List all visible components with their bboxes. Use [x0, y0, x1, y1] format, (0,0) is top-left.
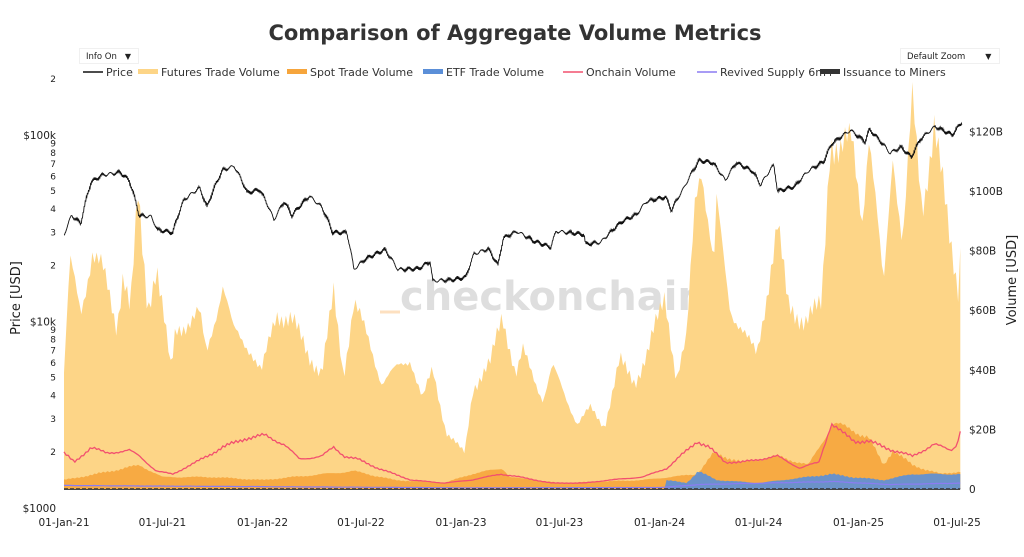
x-tick-label: 01-Jul-22: [337, 517, 385, 529]
series-etf-trade-volume-area: [64, 471, 961, 489]
info-dropdown[interactable]: Info On ▼: [79, 48, 139, 64]
x-tick-label: 01-Jul-21: [139, 517, 187, 529]
y-right-tick-label: $20B: [969, 424, 996, 436]
legend-swatch: [423, 69, 443, 74]
y-left-minor-tick-label: 2: [50, 75, 56, 85]
y-left-minor-tick-label: 3: [50, 415, 56, 425]
caret-down-icon: ▼: [985, 52, 992, 61]
y-left-tick-label: $1000: [23, 503, 56, 515]
caret-down-icon: ▼: [124, 52, 132, 61]
y-right-tick-label: $40B: [969, 365, 996, 377]
zoom-dropdown[interactable]: Default Zoom ▼: [900, 48, 1000, 64]
legend-item[interactable]: Spot Trade Volume: [287, 66, 413, 79]
legend-swatch: [287, 69, 307, 74]
x-tick-label: 01-Jan-25: [833, 517, 884, 529]
x-tick-label: 01-Jan-24: [634, 517, 685, 529]
y-left-minor-tick-label: 8: [50, 336, 56, 346]
legend: Price Futures Trade Volume Spot Trade Volu…: [83, 66, 946, 79]
x-tick-label: 01-Jul-25: [933, 517, 981, 529]
series-futures-trade-volume-area: [64, 82, 961, 489]
series-revived-supply-6m--line: [63, 480, 961, 489]
legend-item[interactable]: Price: [83, 66, 133, 79]
y-axis-left-label: Price [USD]: [9, 261, 24, 335]
y-left-tick-label: $100k: [23, 130, 57, 142]
legend-label: Onchain Volume: [586, 66, 676, 79]
y-right-tick-label: $80B: [969, 246, 996, 258]
legend-label: Spot Trade Volume: [310, 66, 413, 79]
y-left-minor-tick-label: 2: [50, 448, 56, 458]
y-left-minor-tick-label: 7: [50, 346, 56, 356]
x-tick-label: 01-Jan-22: [237, 517, 288, 529]
series-onchain-volume-line: [63, 422, 961, 484]
legend-label: Revived Supply 6m+: [720, 66, 835, 79]
zoom-dropdown-label: Default Zoom: [907, 52, 966, 62]
legend-label: Futures Trade Volume: [161, 66, 280, 79]
y-axis-right-label: Volume [USD]: [1005, 235, 1020, 325]
chart-title: Comparison of Aggregate Volume Metrics: [268, 21, 761, 45]
legend-swatch: [138, 69, 158, 74]
legend-label: Price: [106, 66, 133, 79]
y-left-minor-tick-label: 9: [50, 140, 56, 150]
legend-swatch: [820, 69, 840, 74]
y-left-minor-tick-label: 4: [50, 392, 56, 402]
y-left-minor-tick-label: 4: [50, 205, 56, 215]
y-left-tick-label: $10k: [30, 317, 57, 329]
y-left-minor-tick-label: 8: [50, 149, 56, 159]
y-right-tick-label: $60B: [969, 305, 996, 317]
y-left-minor-tick-label: 7: [50, 160, 56, 170]
y-right-tick-label: $120B: [969, 126, 1003, 138]
y-right-tick-label: 0: [969, 484, 976, 496]
x-tick-label: 01-Jan-23: [435, 517, 486, 529]
axes: $1000$10k$100k234567892345678920$20B$40B…: [23, 75, 1003, 529]
x-tick-label: 01-Jul-24: [735, 517, 783, 529]
legend-item[interactable]: Futures Trade Volume: [138, 66, 280, 79]
y-left-minor-tick-label: 6: [50, 359, 56, 369]
y-left-minor-tick-label: 9: [50, 326, 56, 336]
legend-item[interactable]: ETF Trade Volume: [423, 66, 544, 79]
legend-item[interactable]: Issuance to Miners: [820, 66, 946, 79]
y-left-minor-tick-label: 3: [50, 229, 56, 239]
y-left-minor-tick-label: 6: [50, 172, 56, 182]
series-price-line: [63, 121, 963, 284]
y-left-minor-tick-label: 5: [50, 187, 56, 197]
info-dropdown-label: Info On: [86, 52, 117, 62]
y-left-minor-tick-label: 5: [50, 374, 56, 384]
watermark: checkonchain: [400, 274, 706, 320]
legend-label: ETF Trade Volume: [446, 66, 544, 79]
series-spot-trade-volume-area: [64, 422, 961, 489]
x-tick-label: 01-Jan-21: [38, 517, 89, 529]
legend-item[interactable]: Onchain Volume: [563, 66, 676, 79]
x-tick-label: 01-Jul-23: [536, 517, 584, 529]
y-right-tick-label: $100B: [969, 186, 1003, 198]
legend-label: Issuance to Miners: [843, 66, 946, 79]
legend-item[interactable]: Revived Supply 6m+: [697, 66, 835, 79]
plot-area: [63, 82, 963, 490]
y-left-minor-tick-label: 2: [50, 261, 56, 271]
